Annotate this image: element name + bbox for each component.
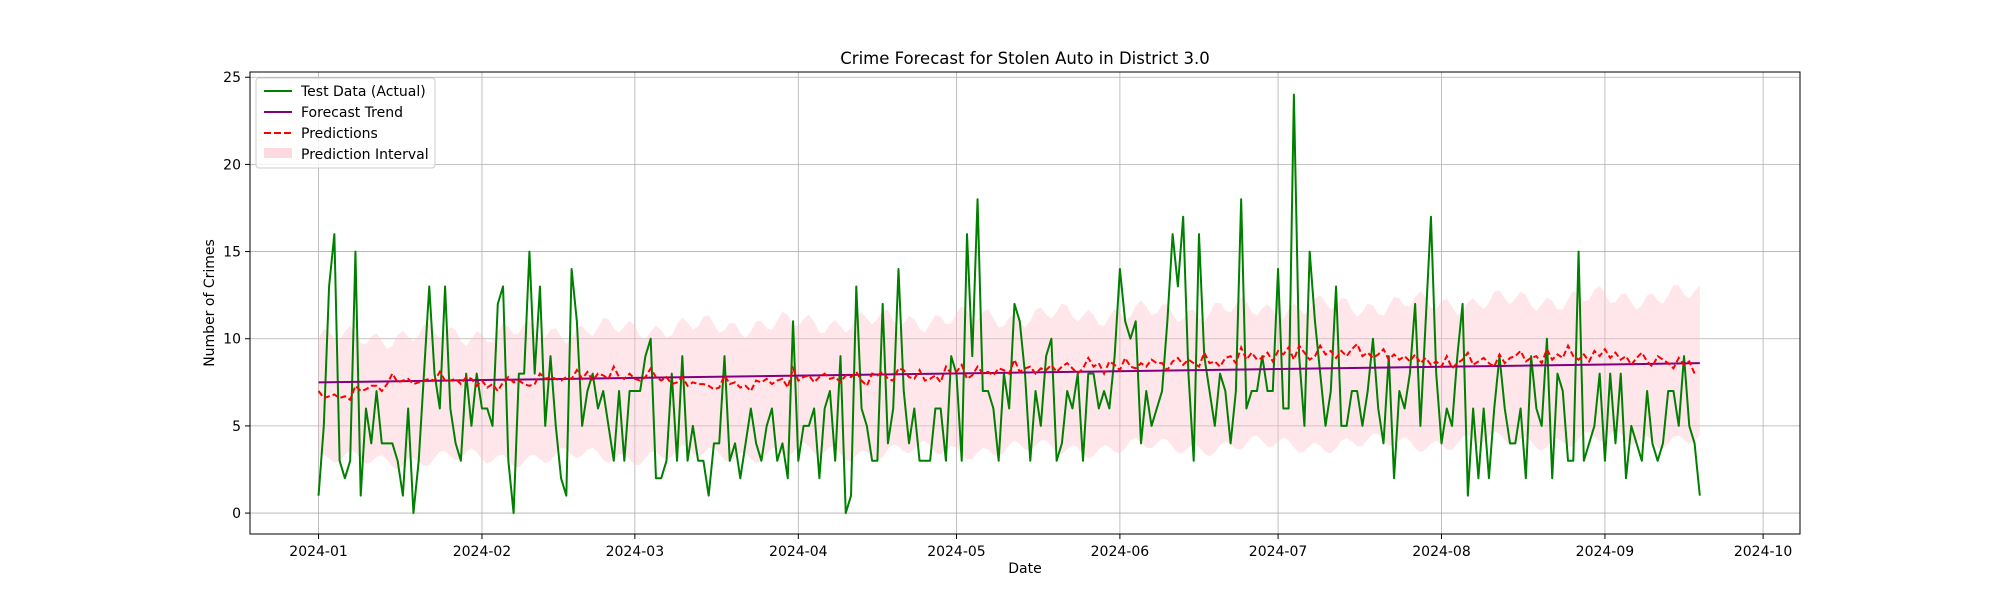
plot-area [249, 71, 1801, 535]
legend-actual-label: Test Data (Actual) [300, 84, 426, 100]
y-tick-label: 20 [223, 157, 241, 173]
prediction-interval-band [318, 285, 1700, 470]
legend-interval-swatch [264, 148, 292, 158]
legend: Test Data (Actual) Forecast Trend Predic… [255, 77, 436, 169]
x-tick-label: 2024-10 [1734, 544, 1793, 560]
x-axis-ticks: 2024-01 2024-02 2024-03 2024-04 2024-05 2024-… [289, 534, 1792, 560]
axes-frame [249, 71, 1801, 535]
chart-title: Crime Forecast for Stolen Auto in Distri… [840, 49, 1209, 68]
legend-interval-label: Prediction Interval [301, 147, 429, 163]
x-tick-label: 2024-01 [289, 544, 348, 560]
legend-predictions-label: Predictions [301, 126, 378, 142]
x-tick-label: 2024-09 [1576, 544, 1635, 560]
x-tick-label: 2024-05 [927, 544, 986, 560]
y-axis-ticks: 0 5 10 15 20 25 [223, 70, 250, 522]
prediction-interval-area [318, 285, 1700, 470]
x-tick-label: 2024-08 [1412, 544, 1471, 560]
predictions-line [317, 342, 1696, 402]
x-tick-label: 2024-07 [1249, 544, 1308, 560]
x-axis-label: Date [1008, 561, 1041, 577]
x-tick-label: 2024-02 [453, 544, 512, 560]
x-tick-label: 2024-06 [1091, 544, 1150, 560]
x-tick-label: 2024-04 [769, 544, 828, 560]
grid-lines [250, 72, 1800, 534]
legend-trend-label: Forecast Trend [301, 105, 403, 121]
y-tick-label: 25 [223, 70, 241, 86]
y-axis-label: Number of Crimes [202, 239, 218, 367]
y-tick-label: 15 [223, 245, 241, 261]
x-tick-label: 2024-03 [606, 544, 665, 560]
y-tick-label: 5 [232, 419, 241, 435]
series-lines [317, 93, 1701, 515]
y-tick-label: 0 [232, 506, 241, 522]
legend-box [255, 77, 436, 169]
y-tick-label: 10 [223, 332, 241, 348]
